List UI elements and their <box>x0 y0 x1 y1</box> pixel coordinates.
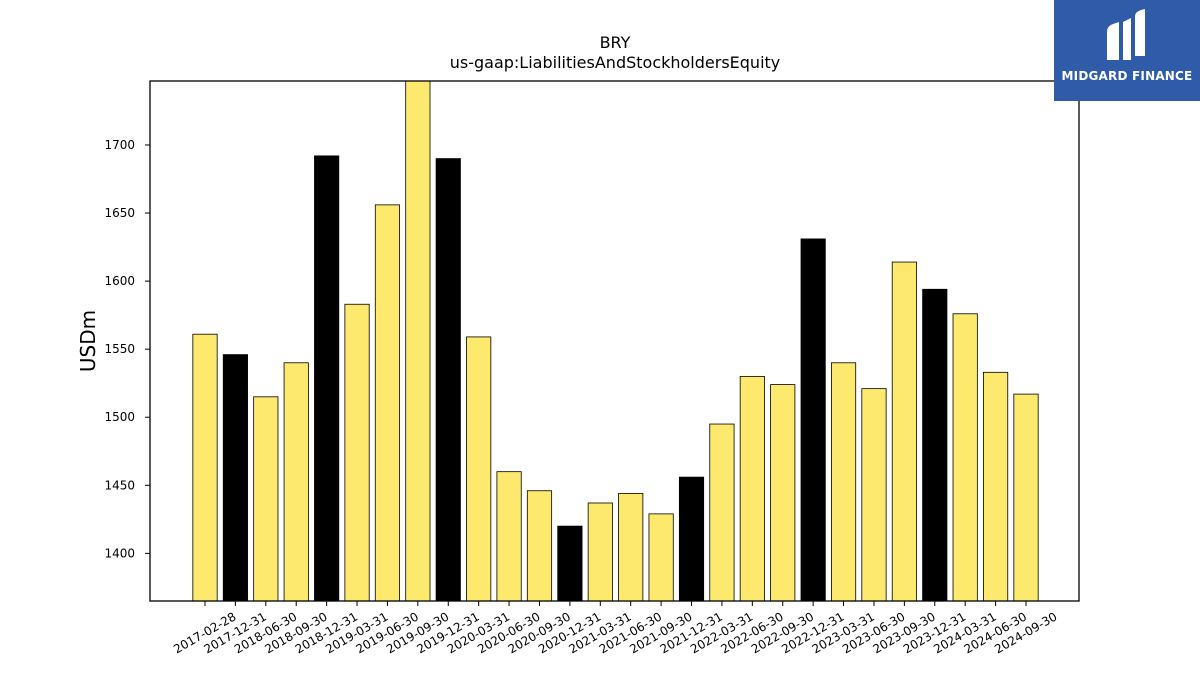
bar-2020-06-30 <box>496 471 522 602</box>
bar-2021-03-31 <box>587 502 613 602</box>
y-ticks-group: 1400 1450 1500 1550 1600 1650 1700 <box>104 138 150 560</box>
bar-2023-03-31 <box>830 362 857 602</box>
bar-2023-09-30 <box>891 261 917 602</box>
bar-2018-12-31 <box>314 155 340 602</box>
bar-2018-06-30 <box>253 396 279 602</box>
y-tick-label: 1400 <box>104 546 135 560</box>
bar-2023-12-31 <box>922 288 948 602</box>
bar-2024-03-31 <box>952 313 978 602</box>
logo-text: MIDGARD FINANCE <box>1061 69 1193 83</box>
bar-2019-03-31 <box>344 303 370 602</box>
bar-2020-12-31 <box>557 525 583 602</box>
midgard-logo-icon <box>1107 9 1145 60</box>
bar-2020-09-30 <box>526 490 553 602</box>
chart-subtitle: us-gaap:LiabilitiesAndStockholdersEquity <box>450 53 781 72</box>
y-tick-label: 1550 <box>104 342 135 356</box>
bar-2023-06-30 <box>861 388 887 602</box>
bar-2024-06-30 <box>983 371 1009 602</box>
bar-2021-06-30 <box>618 493 644 602</box>
bar-2021-12-31 <box>678 476 705 602</box>
bar-2021-09-30 <box>648 513 674 602</box>
bar-2022-12-31 <box>800 238 826 602</box>
bars-group <box>192 80 1039 602</box>
y-tick-label: 1650 <box>104 206 135 220</box>
y-tick-label: 1700 <box>104 138 135 152</box>
bar-2022-06-30 <box>739 375 765 602</box>
plot-frame <box>149 80 1080 602</box>
bar-2017-12-31 <box>222 354 248 602</box>
bar-2017-02-28 <box>192 333 218 602</box>
y-axis-label: USDm <box>76 310 100 372</box>
bar-2019-09-30 <box>405 80 431 602</box>
bar-2020-03-31 <box>466 336 492 602</box>
bar-2019-06-30 <box>374 204 401 602</box>
y-tick-label: 1600 <box>104 274 135 288</box>
y-tick-label: 1450 <box>104 478 135 492</box>
bar-2019-12-31 <box>435 158 461 602</box>
chart-title: BRY <box>600 33 631 52</box>
bar-2024-09-30 <box>1013 393 1039 602</box>
x-ticks-group: 2017-02-282017-12-312018-06-302018-09-30… <box>171 601 1060 656</box>
midgard-finance-logo: MIDGARD FINANCE <box>1054 0 1200 101</box>
bar-2018-09-30 <box>283 362 309 602</box>
bar-2022-09-30 <box>770 384 796 602</box>
y-tick-label: 1500 <box>104 410 135 424</box>
bar-2022-03-31 <box>709 423 735 602</box>
